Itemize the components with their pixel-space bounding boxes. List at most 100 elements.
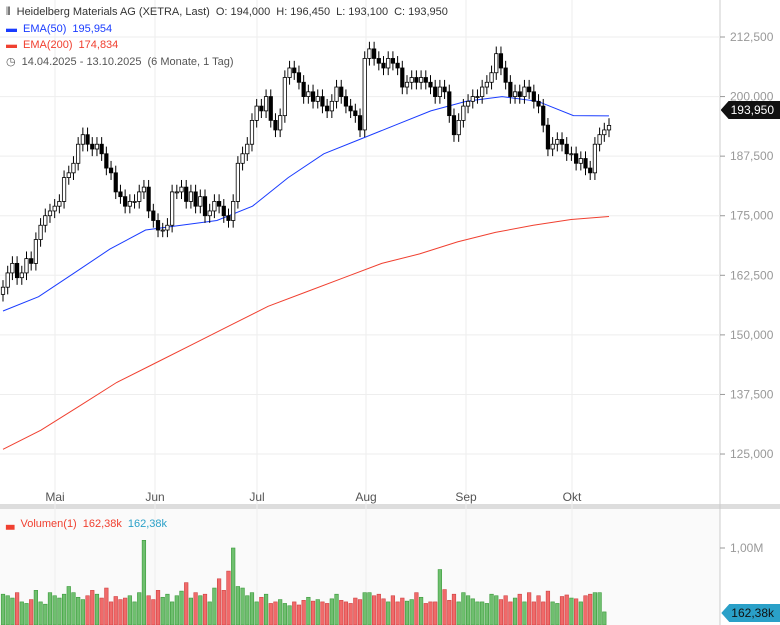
candle-body <box>282 77 287 117</box>
volume-bar <box>216 578 222 625</box>
candle-body <box>602 129 607 136</box>
candle-body <box>574 153 579 164</box>
volume-bar <box>310 600 316 625</box>
candle-body <box>273 120 278 131</box>
volume-bar <box>494 595 499 625</box>
candle-body <box>212 201 217 212</box>
candle-body <box>132 201 137 203</box>
volume-bar <box>555 603 560 625</box>
volume-bar <box>367 592 372 625</box>
volume-bar <box>254 601 259 625</box>
candle-body <box>414 77 419 83</box>
ema200-line <box>2 216 610 450</box>
range-legend: ◷ 14.04.2025 - 13.10.2025 (6 Monate, 1 Tag… <box>6 55 240 68</box>
candle-body <box>198 196 203 207</box>
candle-body <box>151 210 156 221</box>
volume-bar <box>52 595 57 625</box>
x-tick-label: Jul <box>249 490 264 504</box>
candle-body <box>90 143 95 150</box>
ema50-legend[interactable]: ▬ EMA(50) 195,954 <box>6 23 118 35</box>
volume-bar <box>287 605 292 625</box>
candle-body <box>465 100 471 107</box>
candle-body <box>428 81 433 88</box>
volume-bar <box>118 599 123 625</box>
volume-bar <box>259 596 264 625</box>
candle-body <box>310 91 316 102</box>
candle-body <box>531 91 536 102</box>
volume-bar <box>339 600 344 625</box>
candle-body <box>357 115 363 131</box>
candle-body <box>10 262 15 274</box>
volume-bar <box>527 592 532 625</box>
last-volume-tag: 162,38k <box>721 604 780 622</box>
candle-body <box>184 186 189 202</box>
volume-bar <box>569 597 574 625</box>
candle-body <box>61 177 67 202</box>
volume-bar <box>207 601 212 625</box>
close-value: C: 193,950 <box>394 6 448 18</box>
volume-bar <box>273 601 278 625</box>
volume-bar <box>10 597 15 625</box>
candle-body <box>99 143 104 155</box>
volume-value-alt: 162,38k <box>127 518 168 530</box>
candle-body <box>245 143 250 155</box>
volume-bar <box>61 593 67 625</box>
candle-body <box>353 110 358 117</box>
candle-body <box>43 215 48 226</box>
candle-body <box>498 53 504 69</box>
candle-body <box>71 162 76 174</box>
candle-body <box>254 105 259 121</box>
candle-body <box>372 48 377 59</box>
volume-bar <box>301 600 306 625</box>
instrument-title: Heidelberg Materials AG (XETRA, Last) <box>16 6 210 18</box>
candle-body <box>578 158 583 164</box>
volume-bar <box>123 597 128 625</box>
ema200-value: 174,834 <box>78 39 119 51</box>
candle-body <box>559 139 565 145</box>
candle-body <box>433 86 438 97</box>
y-tick-label: 125,000 <box>730 447 774 461</box>
last-price-tag: 193,950 <box>720 101 780 119</box>
volume-bar <box>85 595 90 625</box>
volume-bar <box>47 592 53 625</box>
volume-bar <box>545 590 551 625</box>
volume-bar <box>357 599 363 625</box>
candle-body <box>606 125 612 131</box>
candle-body <box>508 81 513 97</box>
volume-bar <box>503 595 508 625</box>
volume-bar <box>508 601 513 625</box>
volume-bar <box>29 599 34 625</box>
volume-bar <box>33 590 38 625</box>
candle-body <box>569 153 574 156</box>
candle-body <box>287 67 292 78</box>
volume-bar <box>268 603 273 625</box>
candle-body <box>367 48 372 59</box>
volume-bar <box>249 592 255 625</box>
volume-bar <box>132 601 137 625</box>
candle-body <box>541 105 546 126</box>
candle-body <box>155 220 161 231</box>
candle-body <box>263 96 269 112</box>
volume-bar <box>512 597 518 625</box>
volume-bar <box>602 611 607 625</box>
header-legend: ⫴ Heidelberg Materials AG (XETRA, Last) O:… <box>6 6 454 19</box>
candle-body <box>376 58 381 64</box>
candle-body <box>29 258 34 264</box>
candle-body <box>390 58 396 64</box>
candle-body <box>597 134 602 145</box>
volume-bar <box>76 596 81 625</box>
pane-divider <box>0 504 780 509</box>
candle-body <box>24 258 29 274</box>
candle-body <box>221 205 226 217</box>
y-tick-label: 137,500 <box>730 387 774 401</box>
candle-body <box>179 186 184 193</box>
volume-bar <box>306 596 311 625</box>
date-range: 14.04.2025 - 13.10.2025 <box>21 56 142 68</box>
candle-body <box>588 167 593 174</box>
volume-bar <box>57 597 62 625</box>
ema200-legend[interactable]: ▬ EMA(200) 174,834 <box>6 39 124 51</box>
volume-bar <box>353 597 358 625</box>
candle-body <box>447 91 452 117</box>
candle-body <box>494 53 499 74</box>
